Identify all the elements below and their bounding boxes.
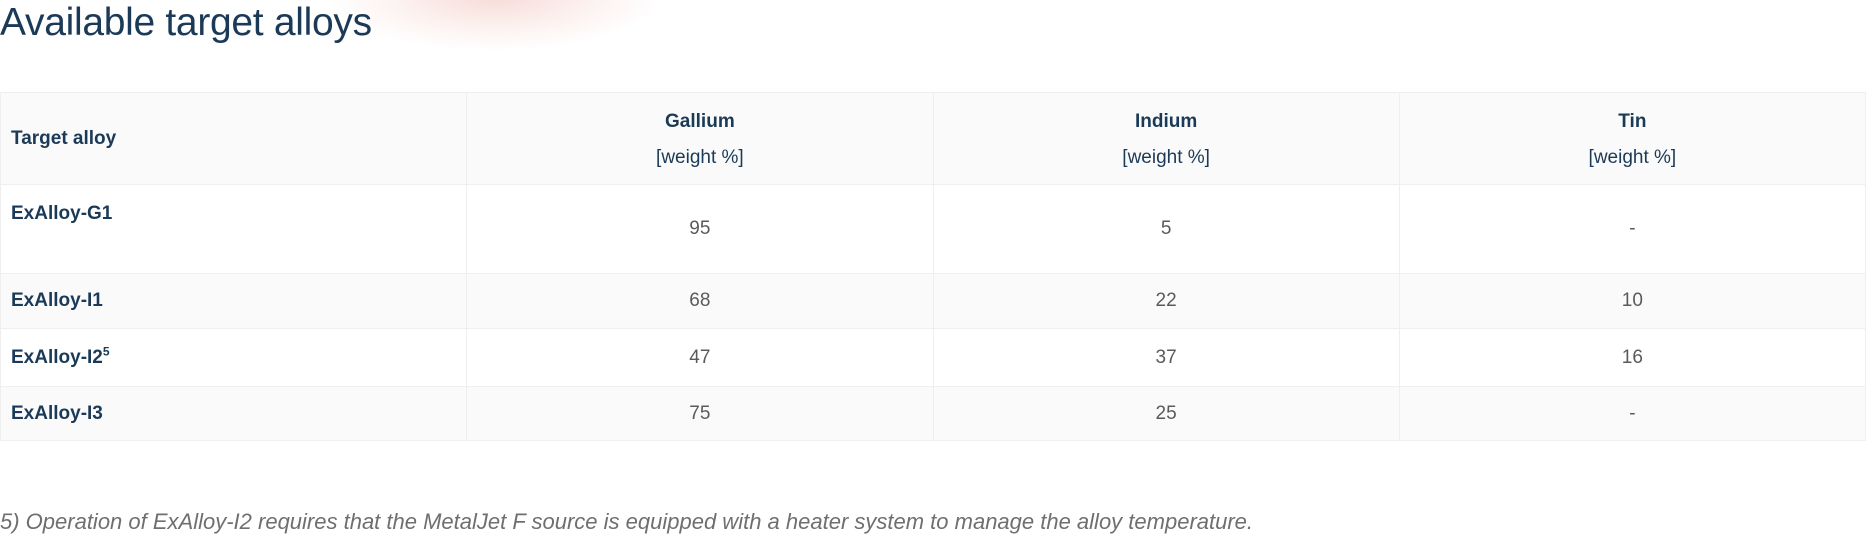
footnote: 5) Operation of ExAlloy-I2 requires that… [0, 509, 1254, 534]
indium-value: 25 [932, 386, 1400, 441]
table-row: ExAlloy-I3 75 25 - [0, 386, 1866, 441]
gallium-value: 68 [466, 273, 934, 329]
decorative-glow [330, 0, 660, 50]
indium-value: 5 [932, 184, 1400, 274]
gallium-value: 75 [466, 386, 934, 441]
gallium-value: 95 [466, 184, 934, 274]
header-indium: Indium [weight %] [932, 92, 1400, 185]
header-tin: Tin [weight %] [1398, 92, 1866, 185]
indium-value: 37 [932, 328, 1400, 387]
table-row: ExAlloy-I25 47 37 16 [0, 328, 1866, 387]
table-row: ExAlloy-I1 68 22 10 [0, 273, 1866, 329]
header-tin-unit: [weight %] [1588, 147, 1677, 168]
alloy-name: ExAlloy-I2 [11, 346, 103, 368]
alloy-composition-table: Target alloy Gallium [weight %] Indium [… [0, 92, 1866, 441]
tin-value: - [1398, 184, 1866, 274]
header-tin-name: Tin [1618, 111, 1647, 132]
footnote-reference[interactable]: 5 [102, 344, 110, 359]
alloy-name-cell: ExAlloy-I1 [0, 273, 468, 329]
tin-value: 16 [1398, 328, 1866, 387]
header-gallium-name: Gallium [665, 111, 735, 132]
alloy-name: ExAlloy-I1 [11, 290, 103, 311]
alloy-name-cell: ExAlloy-I25 [0, 328, 468, 387]
header-gallium-unit: [weight %] [656, 147, 744, 168]
header-indium-unit: [weight %] [1122, 147, 1210, 168]
tin-value: - [1398, 386, 1866, 441]
header-target-alloy: Target alloy [0, 92, 468, 185]
alloy-name: ExAlloy-G1 [11, 203, 113, 224]
tin-value: 10 [1398, 273, 1866, 329]
alloy-name-cell: ExAlloy-I3 [0, 386, 468, 441]
page-title: Available target alloys [0, 1, 372, 44]
table-header-row: Target alloy Gallium [weight %] Indium [… [0, 92, 1866, 185]
header-gallium: Gallium [weight %] [466, 92, 934, 185]
alloy-name-cell: ExAlloy-G1 [0, 184, 468, 274]
table-row: ExAlloy-G1 95 5 - [0, 184, 1866, 274]
indium-value: 22 [932, 273, 1400, 329]
gallium-value: 47 [466, 328, 934, 387]
header-indium-name: Indium [1134, 111, 1198, 132]
alloy-name: ExAlloy-I3 [11, 402, 103, 424]
